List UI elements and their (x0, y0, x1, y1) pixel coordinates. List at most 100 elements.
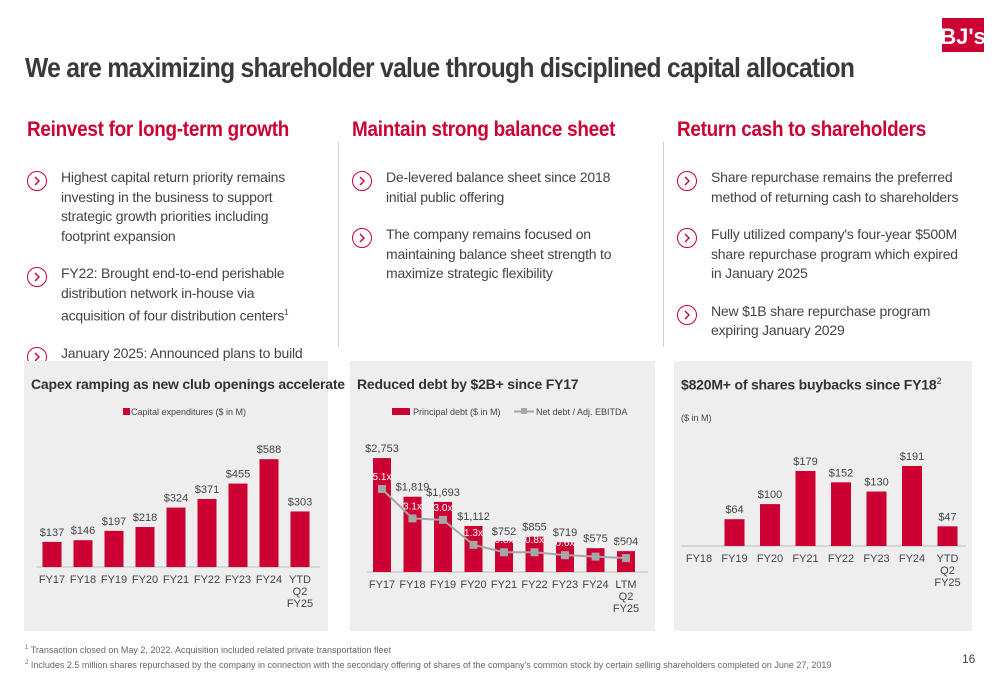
footnote-text: Includes 2.5 million shares repurchased … (30, 660, 832, 670)
line-marker (378, 485, 386, 493)
data-label: $719 (553, 527, 577, 539)
logo-text: BJ's (940, 24, 986, 49)
footnote: 1 Transaction closed on May 2, 2022. Acq… (25, 642, 831, 657)
footnote-marker: 2 (25, 660, 29, 666)
bar (42, 541, 62, 567)
bullet-item: Share repurchase remains the preferred m… (677, 168, 962, 207)
data-label: $191 (900, 451, 924, 463)
line-marker (561, 551, 569, 560)
bullet-item: FY22: Brought end-to-end perishable dist… (27, 264, 312, 326)
data-label: $64 (725, 504, 743, 516)
page-title: We are maximizing shareholder value thro… (25, 52, 855, 83)
capex-chart: $137 $146 $197 $218 $324 $371 $455 $588 $303 FY17… (36, 407, 320, 610)
x-tick-label: FY23 (863, 553, 889, 565)
line-data-label: 3.0x (434, 503, 453, 514)
x-tick-label: FY24 (256, 574, 282, 586)
bullet-list-balance-sheet: De-levered balance sheet since 2018 init… (352, 168, 637, 302)
bar (166, 507, 186, 567)
page-number: 16 (962, 652, 976, 666)
data-label: $588 (257, 444, 281, 456)
column-title: Return cash to shareholders (677, 118, 926, 141)
footnote-ref: 1 (284, 308, 289, 317)
data-label: $855 (522, 522, 546, 534)
data-label: $324 (164, 493, 188, 505)
chart-title: Capex ramping as new club openings accel… (31, 376, 345, 392)
legend-marker (521, 408, 527, 414)
x-tick-label: FY24 (582, 579, 608, 591)
data-label: $455 (226, 469, 250, 481)
logo-background (942, 18, 984, 52)
data-label: $218 (133, 512, 157, 524)
unit-label: ($ in M) (681, 413, 712, 423)
legend-swatch (123, 408, 130, 415)
legend-label: Net debt / Adj. EBITDA (536, 407, 628, 417)
bar (795, 471, 816, 546)
bar (228, 483, 248, 567)
chart-title-text: $820M+ of shares buybacks since FY18 (681, 376, 937, 393)
data-label: $1,693 (426, 487, 460, 499)
chevron-right-icon (27, 171, 47, 191)
chart-title: Reduced debt by $2B+ since FY17 (357, 376, 579, 392)
bar (73, 540, 93, 567)
data-label: $146 (71, 525, 95, 537)
column-title: Maintain strong balance sheet (352, 118, 616, 141)
chevron-right-icon (352, 171, 372, 191)
line-marker (439, 515, 447, 524)
legend-label: Capital expenditures ($ in M) (131, 407, 246, 417)
data-label: $197 (102, 516, 126, 528)
footnote: 2 Includes 2.5 million shares repurchase… (25, 657, 831, 672)
x-tick-label: FY25 (613, 603, 639, 615)
x-tick-label: FY24 (899, 553, 925, 565)
x-tick-label: FY19 (430, 579, 456, 591)
debt-chart: $2,753 $1,819$1,693 $1,112$752 $855 $719 $575… (365, 407, 648, 615)
x-tick-label: FY18 (399, 579, 425, 591)
x-tick-label: FY19 (101, 574, 127, 586)
data-label: $1,112 (457, 511, 490, 523)
bullet-text: Fully utilized company's four-year $500M… (711, 226, 958, 281)
bullet-text: De-levered balance sheet since 2018 init… (386, 169, 611, 205)
data-label: $752 (492, 526, 516, 538)
column-divider (663, 142, 664, 347)
x-tick-label: FY21 (491, 579, 517, 591)
column-divider (338, 142, 339, 347)
x-tick-label: Q2 (293, 586, 308, 598)
x-tick-label: FY23 (225, 574, 251, 586)
data-label: $303 (288, 496, 312, 508)
line-marker (622, 554, 630, 563)
bullet-item: The company remains focused on maintaini… (352, 225, 637, 284)
data-label: $2,753 (365, 443, 399, 455)
bar (135, 527, 155, 567)
line-data-label: 0.8x (525, 535, 544, 546)
footnote-marker: 1 (25, 645, 29, 651)
data-label: $575 (583, 533, 607, 545)
line-marker (591, 552, 600, 561)
line-data-label: 0.6x (556, 538, 575, 549)
chart-title: $820M+ of shares buybacks since FY182 (681, 376, 941, 393)
x-tick-label: YTD (289, 574, 311, 586)
bar (866, 491, 887, 546)
buyback-chart: $64 $100 $179 $152 $130 $191 $47 FY18 FY19 FY20 FY… (681, 413, 966, 589)
buyback-chart-panel: $820M+ of shares buybacks since FY182 $6… (674, 361, 972, 631)
legend-label: Principal debt ($ in M) (413, 407, 501, 417)
x-tick-label: YTD (937, 553, 959, 565)
bullet-text-main: FY22: Brought end-to-end perishable dist… (61, 265, 285, 324)
line-data-label: 0.8x (495, 535, 514, 546)
line-data-label: 3.1x (403, 501, 422, 512)
line-data-label: 0.5x (586, 540, 605, 551)
line-data-label: 0.4x (617, 541, 636, 552)
bar (259, 459, 279, 567)
x-tick-label: FY20 (132, 574, 158, 586)
x-tick-label: FY22 (828, 553, 854, 565)
bar (724, 519, 745, 546)
column-return-cash: Return cash to shareholders (677, 118, 987, 142)
bar (760, 504, 780, 546)
bar (464, 525, 483, 572)
legend-swatch (392, 408, 410, 415)
bar (403, 496, 422, 572)
bar (831, 482, 851, 546)
debt-chart-panel: Reduced debt by $2B+ since FY17 $2,753 $1… (350, 361, 655, 631)
x-tick-label: FY23 (552, 579, 578, 591)
column-reinvest: Reinvest for long-term growth (27, 118, 337, 142)
data-label: $152 (829, 467, 853, 479)
bjs-logo: BJ's (940, 18, 986, 52)
